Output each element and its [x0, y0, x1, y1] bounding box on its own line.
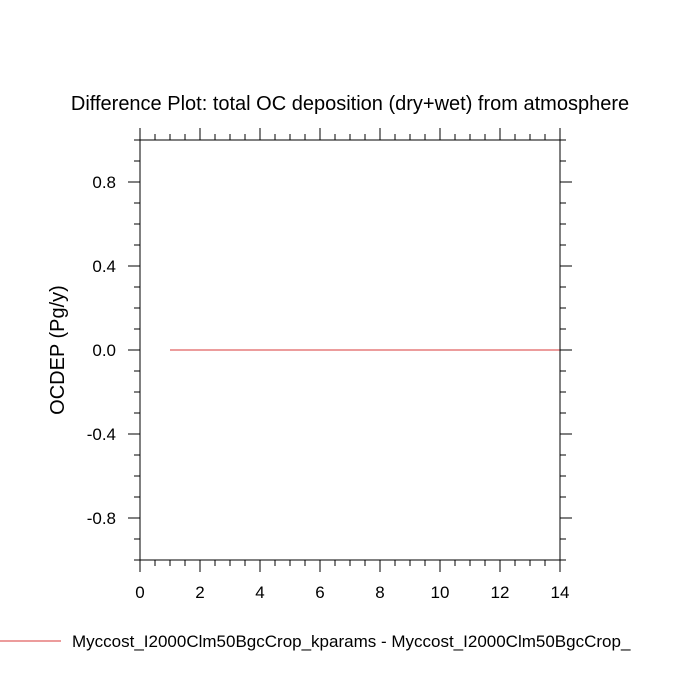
- legend-label: Myccost_I2000Clm50BgcCrop_kparams - Mycc…: [72, 632, 631, 651]
- x-tick-label: 10: [431, 583, 450, 602]
- x-tick-label: 8: [375, 583, 384, 602]
- axis-tick-labels: 0 2 4 6 8 10 12 14 -0.8 -0.4 0.0 0.4 0.8: [87, 173, 570, 602]
- x-tick-label: 0: [135, 583, 144, 602]
- y-tick-label: -0.8: [87, 509, 116, 528]
- plot-frame: [139, 139, 561, 561]
- y-tick-label: -0.4: [87, 425, 116, 444]
- y-tick-label: 0.0: [92, 341, 116, 360]
- y-axis-label: OCDEP (Pg/y): [47, 285, 69, 415]
- chart-title: Difference Plot: total OC deposition (dr…: [71, 93, 629, 115]
- x-tick-label: 12: [491, 583, 510, 602]
- x-tick-label: 2: [195, 583, 204, 602]
- x-tick-label: 6: [315, 583, 324, 602]
- axis-ticks: [128, 128, 572, 572]
- y-tick-label: 0.8: [92, 173, 116, 192]
- x-tick-label: 14: [551, 583, 570, 602]
- legend: Myccost_I2000Clm50BgcCrop_kparams - Mycc…: [0, 632, 631, 651]
- y-tick-label: 0.4: [92, 257, 116, 276]
- x-tick-label: 4: [255, 583, 264, 602]
